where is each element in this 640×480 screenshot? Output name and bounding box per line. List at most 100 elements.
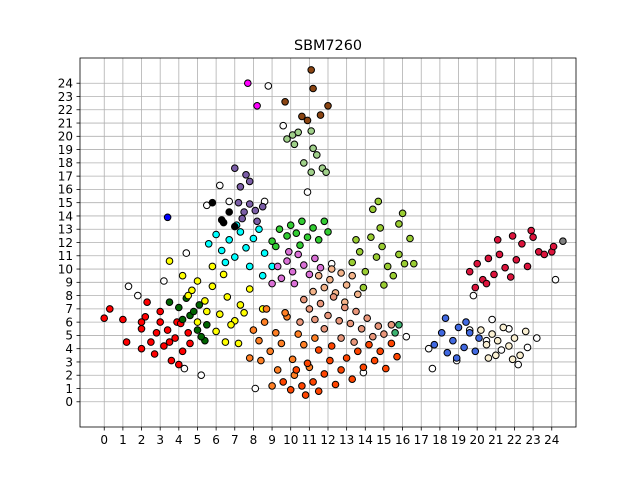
scatter-point [255,336,263,345]
scatter-point [238,214,246,223]
scatter-point [389,271,398,280]
scatter-point [236,301,245,309]
x-tick-label: 15 [376,433,391,447]
scatter-point [314,387,323,396]
scatter-point [529,233,537,241]
scatter-point [188,286,196,295]
scatter-point [395,250,403,259]
scatter-point [322,168,330,176]
scatter-point [484,354,493,362]
scatter-point [327,265,336,273]
scatter-point [286,386,295,394]
scatter-point [251,206,260,215]
scatter-point [380,281,388,289]
y-tick-label: 2 [65,369,73,383]
scatter-point [324,311,332,320]
scatter-point [380,330,388,338]
scatter-point [477,326,485,334]
scatter-point [342,354,351,362]
scatter-point [223,293,232,301]
scatter-point [165,338,174,346]
scatter-point [369,205,377,214]
scatter-point [327,342,336,350]
scatter-point [264,82,273,90]
scatter-point [283,232,291,240]
scatter-point [277,274,286,283]
y-tick-label: 15 [58,196,73,210]
scatter-point [260,249,269,257]
scatter-point [253,217,261,226]
scatter-point [320,325,329,333]
scatter-point [393,352,401,361]
scatter-point [273,262,282,271]
scatter-point [186,339,194,348]
scatter-point [305,270,314,279]
scatter-point [305,305,314,313]
scatter-point [288,267,297,276]
y-tick-label: 3 [65,355,73,369]
scatter-point [201,297,209,305]
scatter-point [137,318,146,326]
scatter-point [137,344,146,353]
scatter-point [428,364,437,373]
scatter-point [258,271,267,280]
scatter-point [216,310,224,319]
y-tick-label: 6 [65,315,73,329]
scatter-point [337,366,345,374]
y-tick-label: 20 [58,130,73,144]
x-tick-label: 22 [507,433,522,447]
scatter-point [395,220,403,228]
scatter-point [245,200,254,208]
x-tick-label: 3 [156,433,164,447]
x-tick-label: 18 [432,433,447,447]
scatter-point [258,202,267,211]
scatter-point [471,347,480,356]
scatter-point [370,356,379,365]
scatter-point [533,334,541,342]
scatter-point [495,250,504,259]
scatter-point [316,263,325,272]
y-tick-label: 24 [58,77,73,91]
scatter-point [275,225,284,233]
scatter-point [178,347,187,356]
scatter-point [387,339,396,348]
scatter-point [359,283,368,292]
x-tick-label: 13 [339,433,354,447]
scatter-point [512,256,521,264]
scatter-point [242,244,250,252]
scatter-point [352,236,360,244]
scatter-point [518,240,526,248]
scatter-point [167,356,176,365]
scatter-point [240,208,248,216]
scatter-point [354,347,362,356]
scatter-point [527,226,536,235]
scatter-point [395,321,403,329]
scatter-point [225,236,233,244]
scatter-point [236,228,245,236]
scatter-point [311,334,319,342]
y-tick-label: 8 [65,289,73,303]
x-tick-label: 12 [320,433,335,447]
scatter-point [508,355,517,364]
x-tick-label: 23 [525,433,540,447]
scatter-point [283,257,291,265]
scatter-point [391,329,399,337]
scatter-point [231,253,239,261]
scatter-point [314,346,323,354]
scatter-point [376,224,385,232]
scatter-point [221,338,230,346]
x-tick-label: 0 [100,433,108,447]
scatter-point [219,270,228,279]
scatter-point [307,66,316,74]
scatter-point [268,382,276,390]
scatter-point [227,321,235,329]
scatter-point [178,315,187,324]
scatter-point [443,348,452,357]
scatter-point [326,356,334,365]
scatter-point [294,330,303,338]
scatter-point [514,360,523,369]
scatter-point [165,257,174,265]
scatter-point [501,263,509,272]
scatter-point [521,327,530,336]
